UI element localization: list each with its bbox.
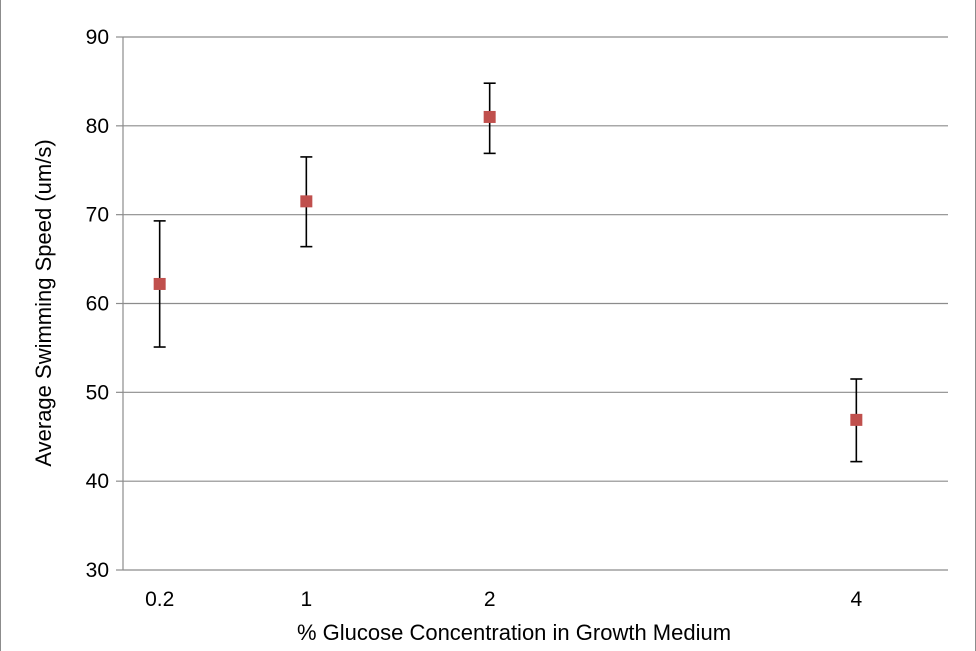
data-point (483, 110, 496, 123)
data-point (153, 277, 166, 290)
y-tick-label: 80 (86, 115, 109, 138)
x-tick-labels: 0.2 1 2 4 (145, 588, 862, 611)
y-axis-title: Average Swimming Speed (um/s) (31, 139, 56, 466)
x-tick-label: 2 (484, 588, 496, 611)
x-tick-label: 1 (300, 588, 312, 611)
y-tick-label: 30 (86, 559, 109, 582)
x-tick-label: 4 (850, 588, 862, 611)
grid-layer (116, 36, 948, 571)
x-axis-title: % Glucose Concentration in Growth Medium (297, 620, 731, 645)
y-tick-label: 50 (86, 381, 109, 404)
y-tick-label: 40 (86, 470, 109, 493)
y-tick-label: 90 (86, 26, 109, 49)
y-tick-labels: 30 40 50 60 70 80 90 (86, 26, 109, 582)
x-tick-label: 0.2 (145, 588, 174, 611)
error-bars (153, 82, 863, 463)
data-points (153, 110, 863, 426)
data-point (300, 195, 313, 208)
data-point (850, 413, 863, 426)
y-tick-label: 60 (86, 293, 109, 316)
y-tick-label: 70 (86, 204, 109, 227)
